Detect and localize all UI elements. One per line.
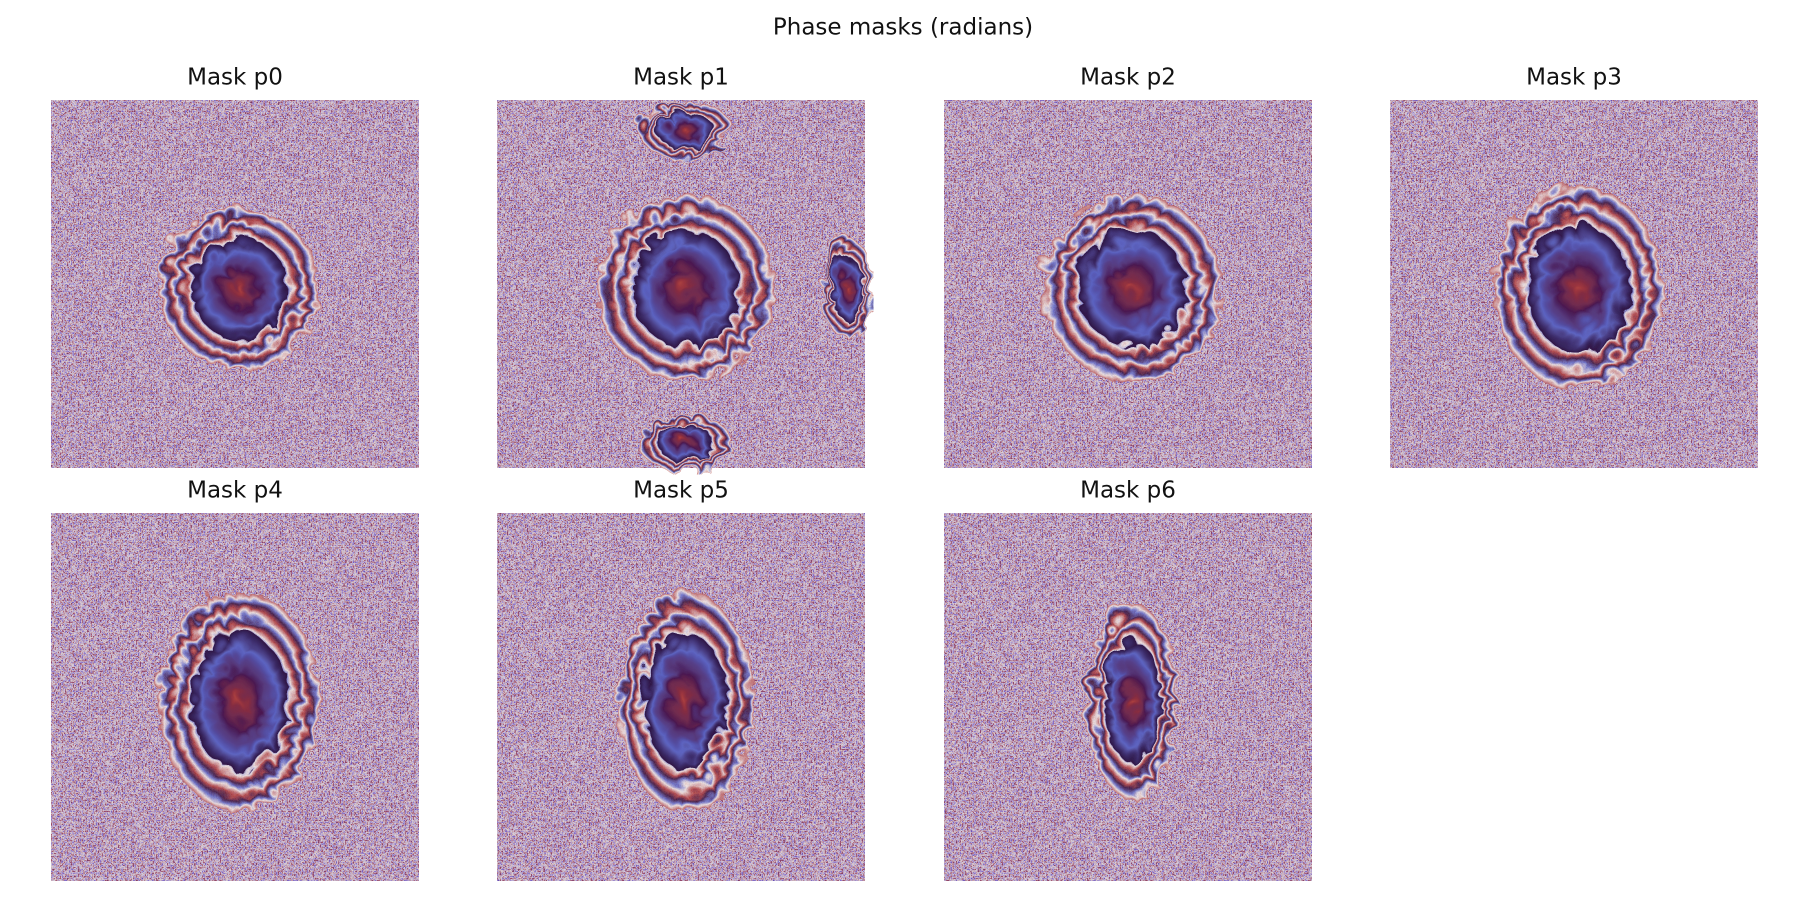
- blob-core: [652, 420, 710, 458]
- mask-panel: Mask p2: [944, 65, 1312, 468]
- mask-panel: Mask p1: [497, 65, 869, 469]
- blob-core: [827, 252, 859, 316]
- mask-panel: Mask p4: [51, 478, 419, 881]
- panel-title: Mask p3: [1526, 65, 1622, 91]
- phase-blob: [1489, 182, 1659, 386]
- mask-panel: Mask p0: [51, 65, 419, 468]
- phase-blob: [613, 586, 749, 808]
- panel-title: Mask p6: [1080, 478, 1176, 504]
- blob-core: [1522, 220, 1626, 348]
- blob-core: [626, 225, 736, 343]
- phase-blob: [817, 233, 869, 335]
- mask-panel: Mask p6: [944, 478, 1312, 881]
- phase-blob: [154, 203, 316, 365]
- phase-blob: [154, 586, 316, 808]
- blob-core: [639, 628, 723, 766]
- blob-core: [186, 233, 284, 335]
- mask-panel: Mask p3: [1390, 65, 1758, 468]
- blob-core: [652, 107, 710, 145]
- panel-title: Mask p2: [1080, 65, 1176, 91]
- phase-blob: [1081, 599, 1175, 795]
- panel-title: Mask p5: [633, 478, 729, 504]
- panel-title: Mask p0: [187, 65, 283, 91]
- phase-blob: [592, 190, 770, 378]
- phase-blob: [634, 408, 728, 469]
- panel-title: Mask p4: [187, 478, 283, 504]
- mask-panel: Mask p5: [497, 478, 865, 881]
- phase-blob: [1039, 190, 1217, 378]
- figure-title: Phase masks (radians): [773, 15, 1033, 41]
- blob-core: [186, 628, 284, 766]
- panel-title: Mask p1: [633, 65, 729, 91]
- phase-blob: [634, 96, 728, 156]
- blob-core: [1073, 225, 1183, 343]
- blob-core: [1099, 636, 1157, 758]
